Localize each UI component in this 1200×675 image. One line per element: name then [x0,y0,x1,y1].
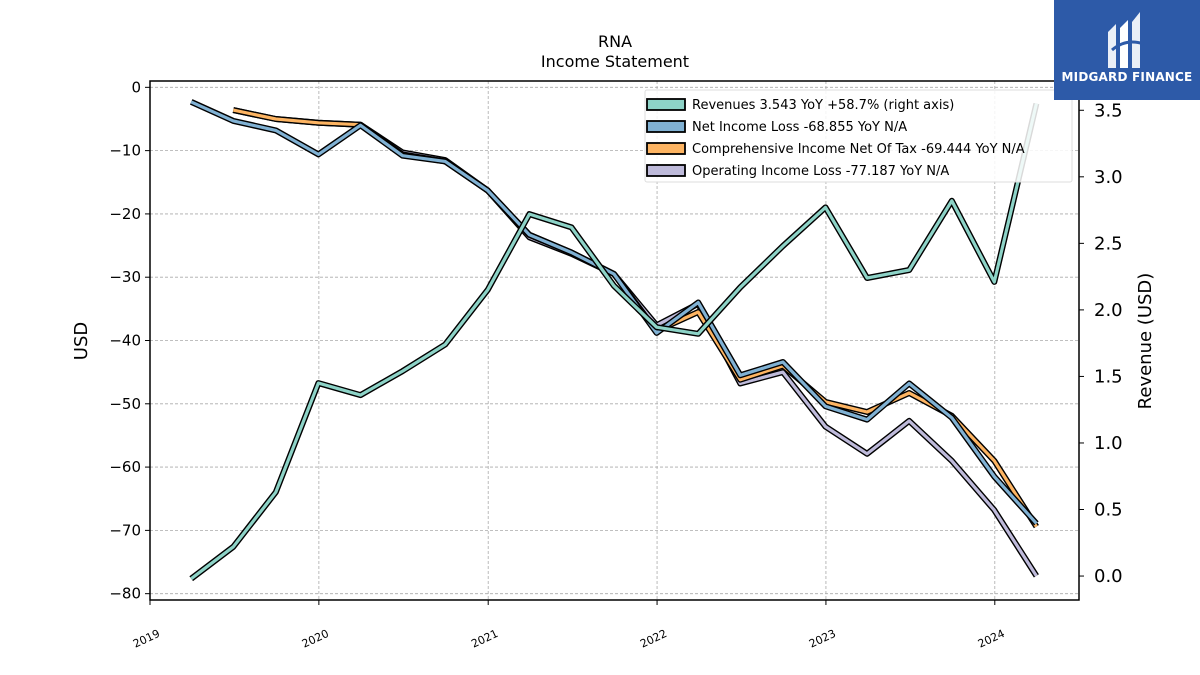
logo-mark-icon [1108,12,1145,68]
series-line [190,103,1038,580]
y-right-tick-label: 3.5 [1094,100,1123,121]
y-right-tick-label: 1.0 [1094,433,1123,454]
y-right-tick-label: 0.5 [1094,500,1123,521]
y-left-tick-label: −30 [109,268,141,286]
legend-swatch [646,98,686,111]
x-tick-label: 2024 [976,627,1007,651]
y-left-tick-label: −10 [109,142,141,160]
y-right-tick-label: 3.0 [1094,167,1123,188]
y-left-tick-label: −60 [109,458,141,476]
legend-box [644,89,1073,183]
y-right-tick-label: 0.0 [1094,566,1123,587]
legend-swatch [646,164,686,177]
chart-subtitle: Income Statement [541,52,689,71]
x-tick-label: 2019 [131,627,162,651]
series-0 [189,102,1040,582]
y-left-tick-label: −40 [109,332,141,350]
legend-entry-label: Revenues 3.543 YoY +58.7% (right axis) [692,98,954,113]
y-left-tick-label: 0 [131,78,141,96]
series-line [190,100,1038,525]
x-tick-label: 2022 [638,627,669,651]
y-axis-right-label: Revenue (USD) [1135,273,1156,410]
x-tick-label: 2021 [469,627,500,651]
x-tick-label: 2023 [807,627,838,651]
y-right-tick-label: 1.5 [1094,366,1123,387]
legend-entry-label: Operating Income Loss -77.187 YoY N/A [692,164,949,179]
y-left-tick-label: −70 [109,521,141,539]
y-left-tick-label: −50 [109,395,141,413]
y-right-tick-label: 2.0 [1094,300,1123,321]
series-1 [189,99,1039,526]
y-left-tick-label: −20 [109,205,141,223]
midgard-finance-logo: MIDGARD FINANCE [1054,0,1200,100]
legend-entry-label: Comprehensive Income Net Of Tax -69.444 … [692,142,1025,157]
legend: Revenues 3.543 YoY +58.7% (right axis) Ne… [644,89,1073,183]
legend-swatch [646,120,686,133]
series-lines [189,99,1040,582]
y-left-tick-label: −80 [109,585,141,603]
y-right-tick-label: 2.5 [1094,233,1123,254]
x-tick-label: 2020 [300,627,331,651]
chart-title-group: RNA Income Statement [541,32,689,71]
y-axis-left-label: USD [71,322,92,360]
legend-swatch [646,142,686,155]
logo-brand-text: MIDGARD FINANCE [1061,70,1193,84]
legend-entry-label: Net Income Loss -68.855 YoY N/A [692,120,907,135]
chart-title: RNA [598,32,632,51]
